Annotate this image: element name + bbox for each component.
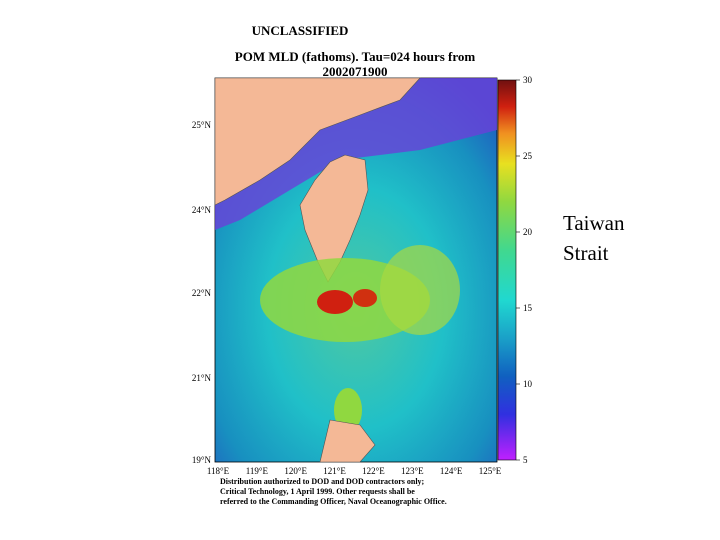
side-label: Taiwan Strait [563,211,625,265]
side-label-line: Strait [563,241,609,265]
side-label-line: Taiwan [563,211,625,235]
lon-label: 120°E [284,466,307,476]
footer-line: referred to the Commanding Officer, Nava… [220,497,447,506]
lon-label: 122°E [362,466,385,476]
header: UNCLASSIFIED POM MLD (fathoms). Tau=024 … [235,23,476,79]
lon-label: 121°E [323,466,346,476]
lat-label: 22°N [192,288,212,298]
colorbar-tick-label: 30 [523,75,533,85]
footer: Distribution authorized to DOD and DOD c… [220,477,447,506]
contour-region [380,245,460,335]
lon-label: 124°E [440,466,463,476]
header-line: 2002071900 [323,64,388,79]
colorbar-tick-label: 20 [523,227,533,237]
luzon-land [319,419,376,463]
lat-label: 21°N [192,373,212,383]
lat-label: 19°N [192,455,212,465]
map [214,77,498,463]
mainland-land [214,77,421,206]
lon-label: 123°E [401,466,424,476]
footer-line: Distribution authorized to DOD and DOD c… [220,477,425,486]
header-line: POM MLD (fathoms). Tau=024 hours from [235,49,476,64]
lon-label: 119°E [246,466,269,476]
colorbar-ticks: 5 10 15 20 25 30 [516,75,533,465]
colorbar-tick-label: 5 [523,455,528,465]
colorbar-tick-label: 15 [523,303,533,313]
lon-label: 125°E [479,466,502,476]
footer-line: Critical Technology, 1 April 1999. Other… [220,487,415,496]
colorbar-tick-label: 10 [523,379,533,389]
lat-label: 25°N [192,120,212,130]
contour-region [334,388,362,432]
lat-label: 24°N [192,205,212,215]
header-line: UNCLASSIFIED [252,23,349,38]
colorbar-tick-label: 25 [523,151,533,161]
contour-region [353,289,377,307]
contour-region [317,290,353,314]
lon-label: 118°E [207,466,230,476]
colorbar [497,79,517,461]
